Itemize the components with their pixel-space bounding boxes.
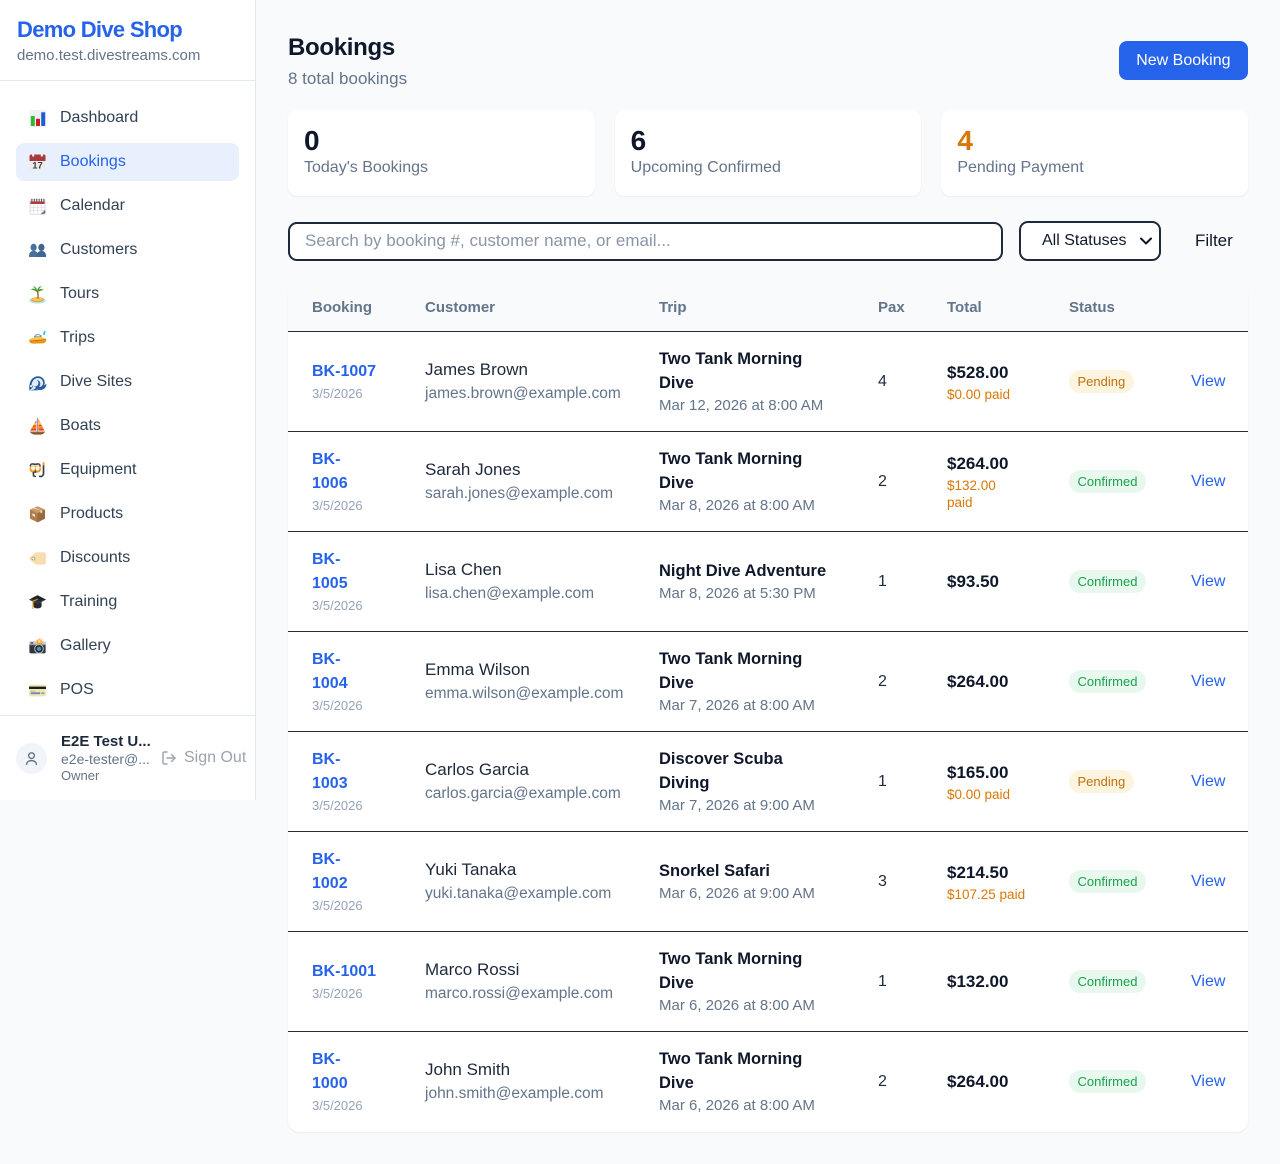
svg-text:17: 17 — [32, 160, 43, 171]
